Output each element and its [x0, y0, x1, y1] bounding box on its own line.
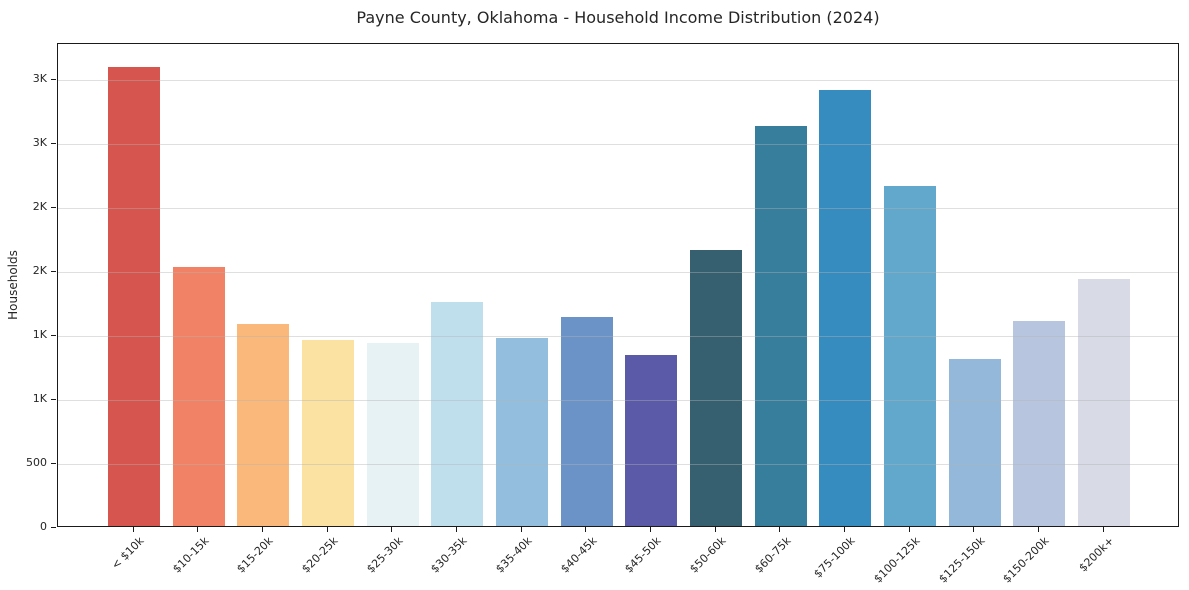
y-tick-label-1000: 1K [32, 392, 47, 406]
bar-$60-75k [754, 126, 807, 526]
x-tick-mark-$100-125k [908, 527, 910, 532]
x-tick-mark-$15-20k [261, 527, 263, 532]
bar-$50-60k [690, 250, 742, 526]
y-tick-mark-1000 [51, 398, 56, 400]
bar-< $10k [108, 66, 160, 526]
bar-$45-50k [625, 354, 678, 526]
gridline-2500 [58, 208, 1178, 210]
x-tick-mark-< $10k [132, 527, 134, 532]
gridline-3500 [58, 80, 1178, 82]
x-tick-mark-$50-60k [714, 527, 716, 532]
bar-$75-100k [819, 89, 872, 526]
bar-$30-35k [431, 301, 484, 526]
x-tick-mark-$35-40k [520, 527, 522, 532]
x-tick-label-< $10k: < $10k [108, 534, 147, 572]
bar-$35-40k [496, 338, 548, 526]
y-tick-mark-2500 [51, 206, 56, 208]
x-tick-mark-$125-150k [973, 527, 975, 532]
x-tick-mark-$200k+ [1102, 527, 1104, 532]
chart-title: Payne County, Oklahoma - Household Incom… [356, 8, 880, 27]
y-tick-label-500: 500 [26, 456, 47, 470]
x-tick-mark-$45-50k [649, 527, 651, 532]
x-tick-mark-$60-75k [779, 527, 781, 532]
x-tick-mark-$20-25k [326, 527, 328, 532]
y-tick-mark-2000 [51, 270, 56, 272]
bar-$20-25k [302, 339, 354, 526]
bar-$200k+ [1078, 278, 1130, 526]
gridline-2000 [58, 272, 1178, 274]
bar-$15-20k [237, 323, 290, 526]
y-tick-mark-3000 [51, 142, 56, 144]
plot-area [57, 43, 1179, 527]
y-tick-label-1500: 1K [32, 328, 47, 342]
gridline-500 [58, 464, 1178, 466]
gridline-3000 [58, 144, 1178, 146]
x-tick-mark-$10-15k [197, 527, 199, 532]
bar-$150-200k [1013, 321, 1066, 526]
y-tick-label-3000: 3K [32, 136, 47, 150]
bar-$100-125k [884, 185, 936, 526]
y-axis-label: Households [2, 43, 24, 527]
y-tick-label-0: 0 [40, 520, 47, 533]
x-tick-mark-$25-30k [391, 527, 393, 532]
gridline-1500 [58, 336, 1178, 338]
y-tick-mark-0 [51, 526, 56, 528]
x-tick-mark-$30-35k [455, 527, 457, 532]
x-tick-mark-$75-100k [843, 527, 845, 532]
y-tick-mark-1500 [51, 334, 56, 336]
gridline-1000 [58, 400, 1178, 402]
y-tick-label-3500: 3K [32, 72, 47, 86]
y-axis-label-text: Households [6, 250, 21, 320]
x-tick-mark-$150-200k [1037, 527, 1039, 532]
bar-$125-150k [948, 359, 1001, 526]
bar-$10-15k [172, 267, 225, 526]
y-tick-mark-3500 [51, 78, 56, 80]
y-tick-label-2500: 2K [32, 200, 47, 214]
y-tick-label-2000: 2K [32, 264, 47, 278]
bar-$25-30k [366, 343, 419, 526]
y-tick-mark-500 [51, 462, 56, 464]
bar-$40-45k [560, 316, 613, 526]
x-tick-mark-$40-45k [585, 527, 587, 532]
